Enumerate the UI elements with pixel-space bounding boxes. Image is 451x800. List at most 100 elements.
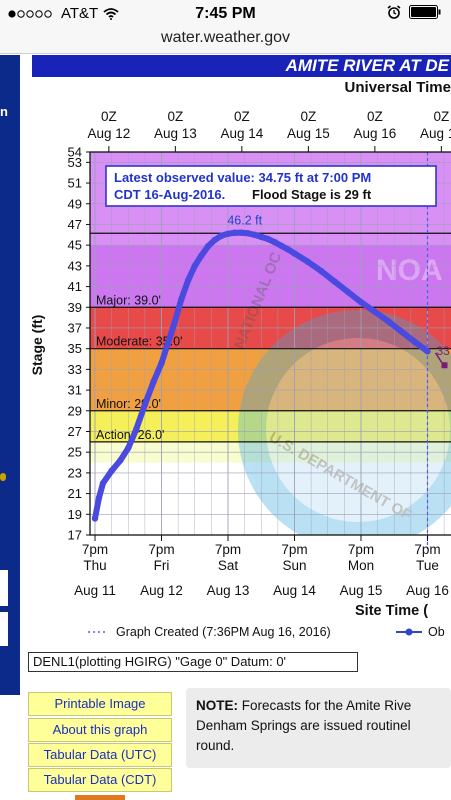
peak-value-label: 46.2 ft <box>227 214 262 228</box>
observed-series-line <box>92 229 431 522</box>
y-tick-label: 25 <box>68 445 82 460</box>
observed-point <box>271 238 278 246</box>
page-title: AMITE RIVER AT DE <box>32 55 451 77</box>
top-tick-label-1: 0Z <box>300 109 316 124</box>
status-bar: AT&T 7:45 PM <box>0 0 451 28</box>
legend-created-label: Graph Created (7:36PM Aug 16, 2016) <box>116 625 331 639</box>
bottom-tick-label-2: Sun <box>282 558 306 573</box>
observed-point <box>317 267 325 275</box>
observed-point <box>198 252 205 259</box>
left-nav-box-2[interactable] <box>0 612 8 646</box>
bottom-tick-label-2: Sat <box>218 558 239 573</box>
latest-value-line1: Latest observed value: 34.75 ft at 7:00 … <box>114 170 371 185</box>
observed-point <box>371 308 378 315</box>
observed-point <box>125 444 132 452</box>
observed-point <box>95 494 103 501</box>
latest-value-box <box>105 165 437 207</box>
observed-point <box>424 348 431 355</box>
top-tick-label-1: 0Z <box>367 109 383 124</box>
observed-point <box>244 230 252 237</box>
left-nav-strip <box>0 55 20 695</box>
top-tick-label-2: Aug 14 <box>220 126 263 141</box>
observed-point <box>171 318 178 325</box>
tabular-cdt-link[interactable]: Tabular Data (CDT) <box>28 768 172 792</box>
bottom-tick-label-1: 7pm <box>148 542 174 557</box>
left-nav-box[interactable] <box>0 570 8 606</box>
y-tick-label: 35 <box>68 341 82 356</box>
gage-source-info: DENL1(plotting HGIRG) "Gage 0" Datum: 0' <box>28 652 358 672</box>
y-tick-label: 47 <box>68 217 82 232</box>
flood-stage-text: Flood Stage is 29 ft <box>252 187 372 202</box>
observed-point <box>238 229 245 236</box>
bottom-tick-label-1: 7pm <box>215 542 241 557</box>
observed-point <box>141 401 149 408</box>
observed-point <box>264 235 272 243</box>
wifi-icon <box>103 7 119 20</box>
battery-icon <box>409 5 441 19</box>
tabular-utc-link[interactable]: Tabular Data (UTC) <box>28 743 172 767</box>
y-tick-label: 39 <box>68 300 82 315</box>
y-tick-label: 43 <box>68 258 82 273</box>
y-tick-label: 17 <box>68 528 82 543</box>
bottom-tick-label-3: Aug 12 <box>140 583 183 598</box>
latest-value-line2: CDT 16-Aug-2016. <box>114 187 225 202</box>
y-tick-label: 53 <box>68 155 82 170</box>
y-tick-label: 23 <box>68 465 82 480</box>
observed-point <box>117 457 124 464</box>
observed-point <box>204 242 212 250</box>
about-graph-link[interactable]: About this graph <box>28 718 172 742</box>
bottom-tick-label-2: Thu <box>83 558 106 573</box>
top-tick-label-1: 0Z <box>433 109 449 124</box>
bottom-tick-label-3: Aug 11 <box>74 583 116 598</box>
watermark-inner <box>266 338 450 522</box>
threshold-label-minor: Minor: 29.0' <box>96 397 161 411</box>
bottom-axis-title: Site Time ( <box>355 603 428 619</box>
bottom-tick-label-3: Aug 16 <box>406 583 449 598</box>
observed-point <box>91 515 99 522</box>
bottom-tick-label-3: Aug 15 <box>340 583 383 598</box>
observed-point <box>150 378 157 385</box>
threshold-label-major: Major: 39.0' <box>96 293 161 307</box>
y-tick-label: 19 <box>68 507 82 522</box>
top-tick-label-2: Aug 12 <box>87 126 130 141</box>
observed-point <box>284 246 292 253</box>
y-tick-label: 51 <box>68 176 82 191</box>
printable-image-link[interactable]: Printable Image <box>28 692 172 716</box>
y-tick-label: 45 <box>68 238 82 253</box>
top-tick-label-1: 0Z <box>234 109 250 124</box>
observed-point <box>108 467 115 475</box>
observed-point <box>291 250 298 257</box>
observed-point <box>99 480 107 487</box>
top-tick-label-2: Aug 15 <box>287 126 330 141</box>
y-tick-label: 41 <box>68 279 82 294</box>
bottom-tick-label-3: Aug 13 <box>207 583 250 598</box>
bottom-tick-label-1: 7pm <box>348 542 374 557</box>
observed-point <box>164 339 172 346</box>
top-tick-label-2: Aug 16 <box>353 126 396 141</box>
y-axis-label: Stage (ft) <box>29 315 45 376</box>
legend-observed-marker <box>405 628 413 636</box>
observed-point <box>184 277 192 284</box>
y-tick-label: 21 <box>68 486 82 501</box>
top-tick-label-1: 0Z <box>167 109 183 124</box>
observed-point <box>178 295 185 303</box>
note-text-1: Forecasts for the Amite Rive <box>238 698 412 713</box>
bottom-tick-label-1: 7pm <box>414 542 440 557</box>
observed-point <box>357 298 365 306</box>
status-right <box>387 5 441 19</box>
bottom-button-fragment[interactable] <box>75 795 125 800</box>
left-nav-fragment[interactable]: n <box>0 104 8 119</box>
address-bar[interactable]: water.weather.gov <box>0 28 451 54</box>
observed-point <box>231 229 238 236</box>
threshold-label-action: Action: 26.0' <box>96 428 164 442</box>
note-text-2: Denham Springs are issued routinel <box>196 718 411 733</box>
carrier-label: AT&T <box>61 5 99 22</box>
forecast-point <box>441 362 448 369</box>
observed-point <box>251 231 258 239</box>
bottom-tick-label-1: 7pm <box>281 542 307 557</box>
y-tick-label: 29 <box>68 403 82 418</box>
bottom-tick-label-1: 7pm <box>82 542 108 557</box>
bottom-tick-label-3: Aug 14 <box>273 583 316 598</box>
observed-point <box>224 230 232 237</box>
